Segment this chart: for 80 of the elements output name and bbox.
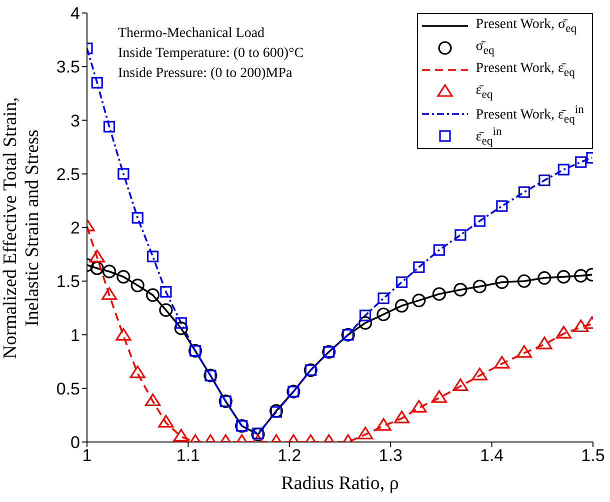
point [118,168,130,180]
point [538,271,552,285]
point [431,390,447,403]
point [132,212,144,224]
point [103,120,116,132]
point [116,270,130,284]
y-tick-label: 0 [70,433,80,452]
point [536,336,552,350]
point [472,280,486,294]
point [144,393,161,406]
annotation: Inside Temperature: (0 to 600)°C [118,46,304,61]
legend-label: Present Work, ε̄$_{eq}$ [476,61,575,79]
x-tick-label: 1.2 [278,446,302,466]
point [173,428,189,442]
point [452,378,468,392]
point [517,274,531,288]
legend-label: σ̄$_{eq}$ [476,39,494,57]
point [518,186,530,198]
point [495,275,509,289]
y-tick-label: 3 [70,111,80,130]
point [146,250,159,262]
point [411,400,427,412]
point [101,287,118,300]
point [454,229,466,241]
point [91,76,103,89]
x-axis-title: Radius Ratio, ρ [281,473,399,494]
point [538,174,550,186]
point [433,244,445,256]
x-tick-label: 1.4 [480,446,504,466]
point [358,426,374,440]
point [412,294,426,308]
point [558,164,570,176]
point [472,368,488,380]
x-tick-label: 1.3 [378,446,402,466]
point [556,270,570,284]
point [394,298,409,313]
point [413,261,425,273]
point [376,308,390,322]
point [396,276,408,288]
point [573,319,589,332]
point [358,316,372,330]
point [158,414,174,428]
x-tick-label: 1.1 [176,446,200,466]
point [360,310,372,322]
point [454,282,468,297]
y-tick-label: 3.5 [56,58,80,77]
point [394,410,410,424]
point [116,328,132,341]
y-tick-label: 0.5 [56,379,80,398]
point [159,303,173,317]
point [494,356,510,369]
point [130,366,146,378]
y-tick-label: 1.5 [56,272,80,292]
point [175,317,187,329]
point [432,287,446,301]
point [130,278,144,292]
point [90,261,104,276]
point [574,268,588,283]
y-tick-label: 4 [70,4,80,24]
point [474,215,486,227]
annotation: Thermo-Mechanical Load [118,26,265,41]
point [378,292,390,304]
legend-label: ε̄$_{eq}$ [476,83,493,101]
point [102,264,116,278]
x-tick-label: 1.5 [581,446,605,466]
point [89,250,105,262]
point [146,288,160,302]
point [516,345,532,358]
point [174,322,188,336]
point [575,156,587,168]
annotation: Inside Pressure: (0 to 200)MPa [118,66,292,81]
point [376,418,392,431]
legend-label: Present Work, σ̄$_{eq}$ [476,17,577,35]
point [556,326,572,338]
point [496,200,508,212]
point [160,286,172,298]
y-axis-title: Normalized Effective Total Strain, Inelastic Strain and Stress [0,96,43,358]
y-tick-label: 2 [70,218,80,238]
y-tick-label: 1 [70,326,80,345]
y-tick-label: 2.5 [56,164,80,184]
